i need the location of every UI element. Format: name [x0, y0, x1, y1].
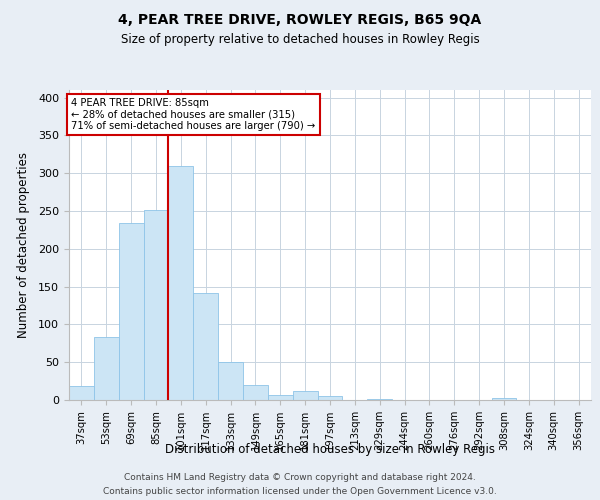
Bar	[491, 398, 517, 400]
Bar	[94, 337, 119, 400]
Bar	[218, 362, 243, 400]
Bar	[293, 391, 317, 400]
Bar	[268, 394, 293, 400]
Bar	[69, 386, 94, 400]
Text: 4, PEAR TREE DRIVE, ROWLEY REGIS, B65 9QA: 4, PEAR TREE DRIVE, ROWLEY REGIS, B65 9Q…	[118, 12, 482, 26]
Bar	[193, 292, 218, 400]
Bar	[119, 223, 143, 400]
Bar	[367, 399, 392, 400]
Text: Contains public sector information licensed under the Open Government Licence v3: Contains public sector information licen…	[103, 486, 497, 496]
Bar	[317, 396, 343, 400]
Text: Distribution of detached houses by size in Rowley Regis: Distribution of detached houses by size …	[165, 442, 495, 456]
Text: Contains HM Land Registry data © Crown copyright and database right 2024.: Contains HM Land Registry data © Crown c…	[124, 472, 476, 482]
Text: Size of property relative to detached houses in Rowley Regis: Size of property relative to detached ho…	[121, 32, 479, 46]
Y-axis label: Number of detached properties: Number of detached properties	[17, 152, 30, 338]
Bar	[143, 210, 169, 400]
Text: 4 PEAR TREE DRIVE: 85sqm
← 28% of detached houses are smaller (315)
71% of semi-: 4 PEAR TREE DRIVE: 85sqm ← 28% of detach…	[71, 98, 316, 131]
Bar	[243, 385, 268, 400]
Bar	[169, 166, 193, 400]
